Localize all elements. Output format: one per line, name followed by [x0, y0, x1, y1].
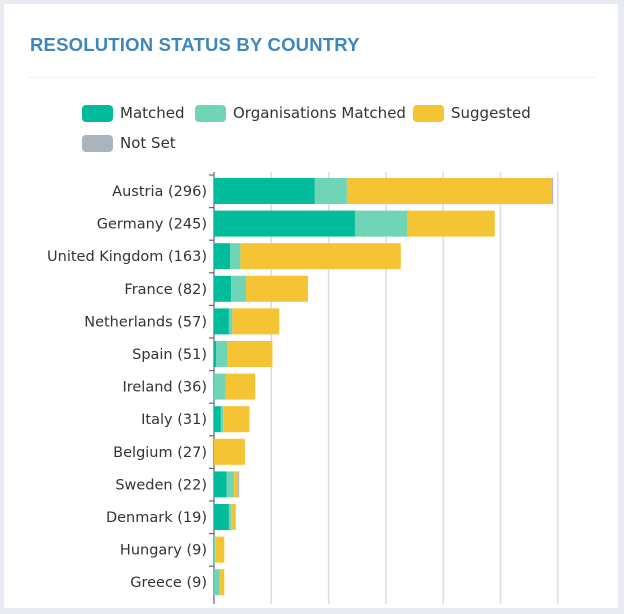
category-label: Italy (31) — [141, 412, 207, 428]
category-label: Hungary (9) — [120, 543, 207, 559]
legend-label: Suggested — [451, 104, 531, 122]
legend-label: Matched — [120, 104, 185, 122]
bar-segment-matched[interactable] — [214, 275, 232, 302]
legend-item-organisations-matched[interactable]: Organisations Matched — [195, 104, 406, 122]
category-label: Belgium (27) — [113, 445, 207, 461]
category-label: United Kingdom (163) — [47, 249, 207, 265]
bar-segment-not-set[interactable] — [552, 178, 554, 204]
bar-segment-suggested[interactable] — [219, 569, 225, 596]
bar-segment-matched[interactable] — [214, 308, 229, 335]
bar-segment-suggested[interactable] — [233, 471, 239, 498]
bar-segment-organisations-matched[interactable] — [314, 178, 347, 204]
bar-segment-organisations-matched[interactable] — [230, 243, 241, 270]
bar-segment-suggested[interactable] — [214, 438, 245, 465]
bar-segment-matched[interactable] — [214, 406, 221, 433]
category-label: Spain (51) — [132, 347, 207, 363]
category-label: Netherlands (57) — [84, 314, 207, 330]
legend-label: Organisations Matched — [233, 104, 406, 122]
category-label: Austria (296) — [112, 184, 207, 200]
category-label: Denmark (19) — [106, 510, 207, 526]
divider — [29, 77, 595, 78]
category-label: Sweden (22) — [115, 477, 207, 493]
bar-segment-matched[interactable] — [214, 341, 217, 367]
bar-segment-organisations-matched[interactable] — [228, 308, 233, 335]
bar-segment-organisations-matched[interactable] — [214, 569, 220, 596]
bar-segment-organisations-matched[interactable] — [354, 210, 408, 237]
bar-segment-suggested[interactable] — [215, 536, 225, 563]
legend-swatch — [413, 104, 444, 122]
bar-segment-organisations-matched[interactable] — [214, 373, 226, 400]
resolution-status-card: RESOLUTION STATUS BY COUNTRY Matched Org… — [4, 4, 618, 608]
bar-segment-organisations-matched[interactable] — [216, 341, 228, 367]
category-label: Ireland (36) — [122, 380, 207, 396]
bar-segment-suggested[interactable] — [240, 243, 401, 270]
legend-swatch — [82, 134, 113, 152]
legend-item-not-set[interactable]: Not Set — [82, 134, 176, 152]
bar-segment-suggested[interactable] — [231, 504, 236, 530]
bar-segment-organisations-matched[interactable] — [226, 471, 234, 498]
bar-segment-suggested[interactable] — [407, 210, 495, 237]
bar-segment-suggested[interactable] — [225, 373, 256, 400]
bar-segment-not-set[interactable] — [238, 471, 240, 498]
legend-item-suggested[interactable]: Suggested — [413, 104, 531, 122]
bar-chart: Austria (296) Germany (245) United Kingdom… — [47, 172, 559, 604]
bar-segment-matched[interactable] — [214, 178, 315, 204]
category-label: Germany (245) — [97, 217, 207, 233]
bar-segment-suggested[interactable] — [227, 341, 273, 367]
category-label: France (82) — [124, 282, 207, 298]
category-label: Greece (9) — [130, 575, 207, 591]
bar-segment-matched[interactable] — [214, 471, 227, 498]
bar-segment-suggested[interactable] — [246, 275, 308, 302]
bar-segment-matched[interactable] — [214, 504, 229, 530]
legend-label: Not Set — [120, 134, 176, 152]
bar-segment-organisations-matched[interactable] — [220, 406, 224, 433]
legend-swatch — [82, 104, 113, 122]
bar-segment-suggested[interactable] — [346, 178, 553, 204]
legend-item-matched[interactable]: Matched — [82, 104, 185, 122]
bar-segment-matched[interactable] — [214, 210, 355, 237]
bar-segment-organisations-matched[interactable] — [228, 504, 232, 530]
bar-segment-organisations-matched[interactable] — [231, 275, 247, 302]
bar-segment-suggested[interactable] — [223, 406, 250, 433]
bar-segment-organisations-matched[interactable] — [214, 536, 216, 563]
card-title: RESOLUTION STATUS BY COUNTRY — [30, 34, 360, 55]
bar-segment-suggested[interactable] — [232, 308, 280, 335]
legend-swatch — [195, 104, 226, 122]
bar-segment-matched[interactable] — [214, 243, 231, 270]
